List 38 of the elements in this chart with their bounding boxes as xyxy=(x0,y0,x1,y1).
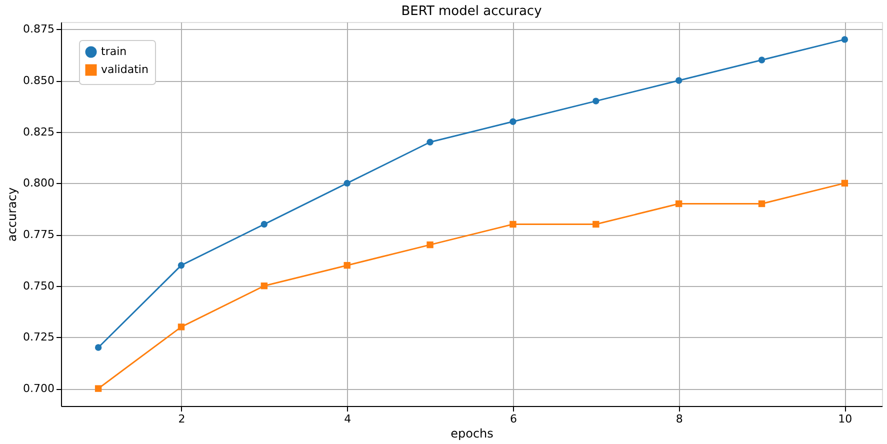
y-axis-title: accuracy xyxy=(5,187,20,242)
point xyxy=(841,180,848,187)
point xyxy=(344,180,350,187)
legend-label: train xyxy=(101,45,127,58)
y-tick-label: 0.800 xyxy=(23,176,54,190)
point xyxy=(510,118,516,125)
point xyxy=(758,200,766,208)
point xyxy=(260,220,268,228)
x-axis-title: epochs xyxy=(450,426,494,440)
point xyxy=(426,241,434,248)
y-tick-label: 0.825 xyxy=(23,125,54,138)
y-tick-label: 0.850 xyxy=(23,74,54,88)
point xyxy=(260,282,268,290)
y-tick-label: 0.750 xyxy=(23,279,54,292)
point xyxy=(841,36,848,43)
y-tick-label: 0.725 xyxy=(23,330,54,344)
x-tick-label: 6 xyxy=(510,412,517,426)
point xyxy=(178,262,185,269)
y-tick-label: 0.700 xyxy=(23,382,54,396)
y-tick-label: 0.875 xyxy=(23,22,54,36)
chart-title: BERT model accuracy xyxy=(401,4,542,19)
point xyxy=(510,220,516,228)
point xyxy=(675,200,682,208)
point xyxy=(592,220,600,228)
x-tick-label: 4 xyxy=(344,412,352,426)
point xyxy=(94,344,102,351)
point xyxy=(344,262,350,269)
x-tick-label: 2 xyxy=(178,412,186,426)
point xyxy=(94,385,102,392)
point xyxy=(178,324,185,330)
legend-label: validatin xyxy=(101,63,148,76)
y-tick-label: 0.775 xyxy=(23,228,54,242)
x-tick-label: 8 xyxy=(676,412,683,426)
point xyxy=(675,77,682,84)
point xyxy=(426,138,434,146)
point xyxy=(758,56,766,64)
point xyxy=(592,98,600,104)
x-tick-label: 10 xyxy=(838,412,852,426)
